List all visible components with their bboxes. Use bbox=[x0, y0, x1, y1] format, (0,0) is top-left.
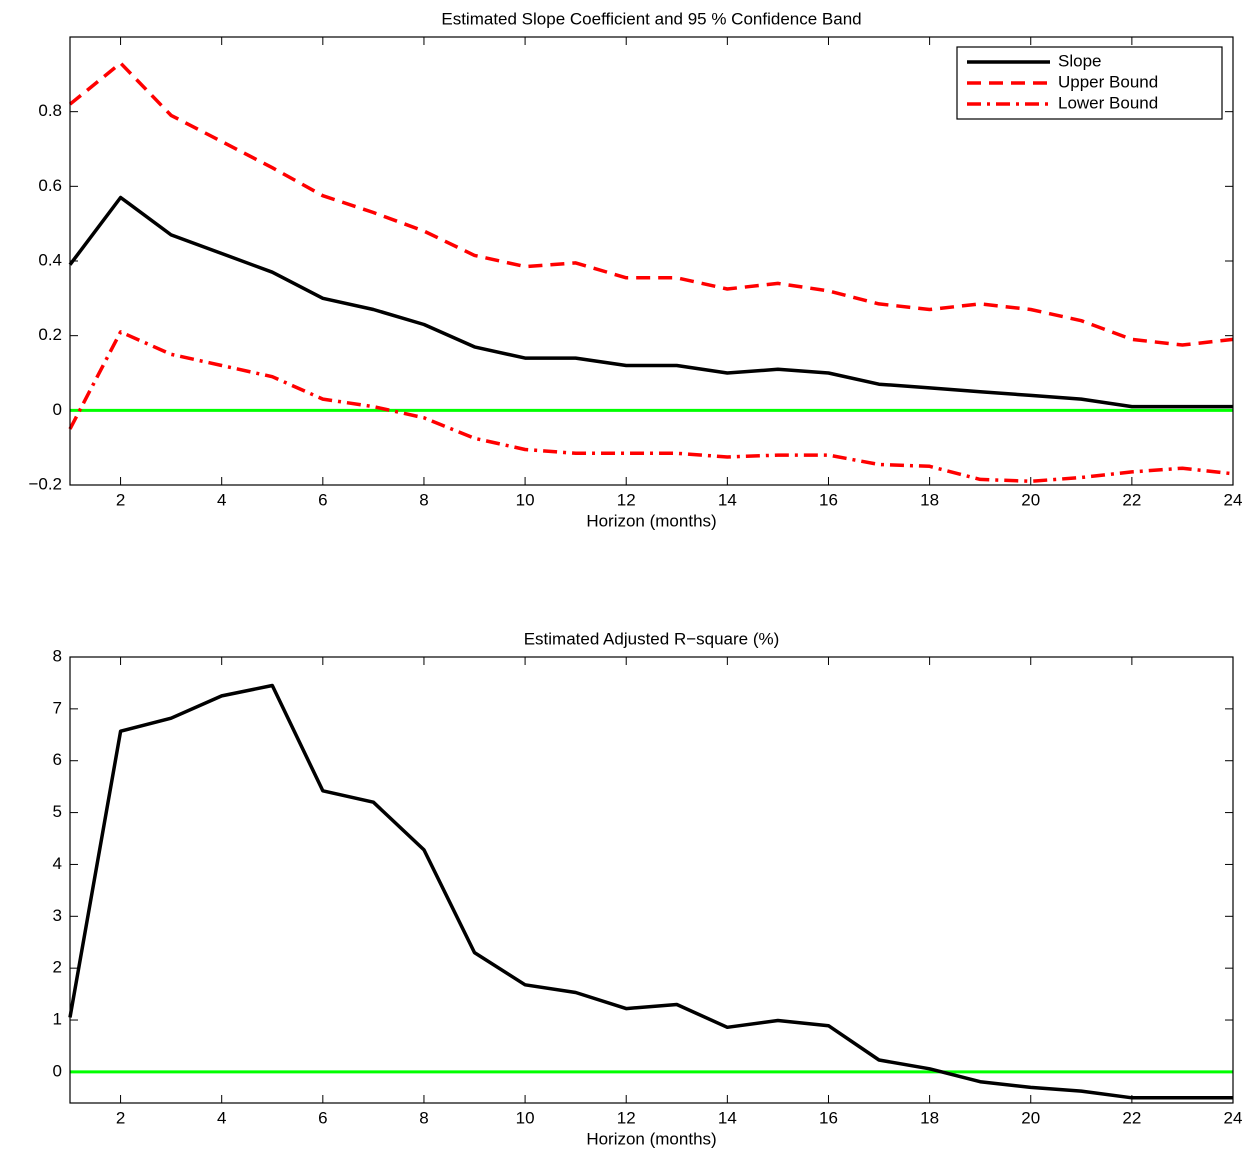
x-tick-label: 2 bbox=[116, 1108, 125, 1127]
y-tick-label: 0 bbox=[53, 1061, 62, 1080]
x-tick-label: 6 bbox=[318, 1108, 327, 1127]
y-tick-label: 0.6 bbox=[38, 176, 62, 195]
x-tick-label: 18 bbox=[920, 490, 939, 509]
y-tick-label: 2 bbox=[53, 958, 62, 977]
x-tick-label: 4 bbox=[217, 490, 226, 509]
x-tick-label: 14 bbox=[718, 1108, 737, 1127]
series-line bbox=[68, 330, 1234, 484]
y-tick-label: 0.4 bbox=[38, 250, 62, 269]
chart-title: Estimated Slope Coefficient and 95 % Con… bbox=[441, 9, 861, 28]
plot-frame bbox=[69, 36, 1234, 486]
legend-label: Slope bbox=[1058, 51, 1101, 70]
x-tick-label: 20 bbox=[1021, 490, 1040, 509]
x-tick-label: 4 bbox=[217, 1108, 226, 1127]
x-tick-label: 22 bbox=[1122, 490, 1141, 509]
legend-label: Upper Bound bbox=[1058, 72, 1158, 91]
plot-frame bbox=[69, 656, 1234, 1104]
x-tick-label: 10 bbox=[516, 490, 535, 509]
y-tick-label: 8 bbox=[53, 646, 62, 665]
series-line bbox=[68, 61, 1234, 347]
series-line bbox=[68, 683, 1233, 1100]
y-tick-label: 0 bbox=[53, 400, 62, 419]
y-tick-label: 5 bbox=[53, 802, 62, 821]
x-tick-label: 12 bbox=[617, 1108, 636, 1127]
x-tick-label: 12 bbox=[617, 490, 636, 509]
series-line bbox=[68, 195, 1233, 409]
x-tick-label: 14 bbox=[718, 490, 737, 509]
x-tick-label: 24 bbox=[1224, 490, 1243, 509]
y-tick-label: 1 bbox=[53, 1010, 62, 1029]
legend-label: Lower Bound bbox=[1058, 93, 1158, 112]
x-tick-label: 16 bbox=[819, 1108, 838, 1127]
y-tick-label: 0.8 bbox=[38, 101, 62, 120]
x-tick-label: 20 bbox=[1021, 1108, 1040, 1127]
y-tick-label: −0.2 bbox=[28, 474, 62, 493]
x-tick-label: 8 bbox=[419, 490, 428, 509]
x-tick-label: 24 bbox=[1224, 1108, 1243, 1127]
x-tick-label: 22 bbox=[1122, 1108, 1141, 1127]
x-tick-label: 16 bbox=[819, 490, 838, 509]
x-tick-label: 6 bbox=[318, 490, 327, 509]
y-tick-label: 0.2 bbox=[38, 325, 62, 344]
y-tick-label: 4 bbox=[53, 854, 62, 873]
x-tick-label: 10 bbox=[516, 1108, 535, 1127]
x-tick-label: 8 bbox=[419, 1108, 428, 1127]
x-tick-label: 2 bbox=[116, 490, 125, 509]
chart-title: Estimated Adjusted R−square (%) bbox=[524, 629, 780, 648]
y-tick-label: 3 bbox=[53, 906, 62, 925]
x-axis-label: Horizon (months) bbox=[586, 511, 716, 530]
y-tick-label: 6 bbox=[53, 750, 62, 769]
x-tick-label: 18 bbox=[920, 1108, 939, 1127]
x-axis-label: Horizon (months) bbox=[586, 1129, 716, 1148]
y-tick-label: 7 bbox=[53, 698, 62, 717]
